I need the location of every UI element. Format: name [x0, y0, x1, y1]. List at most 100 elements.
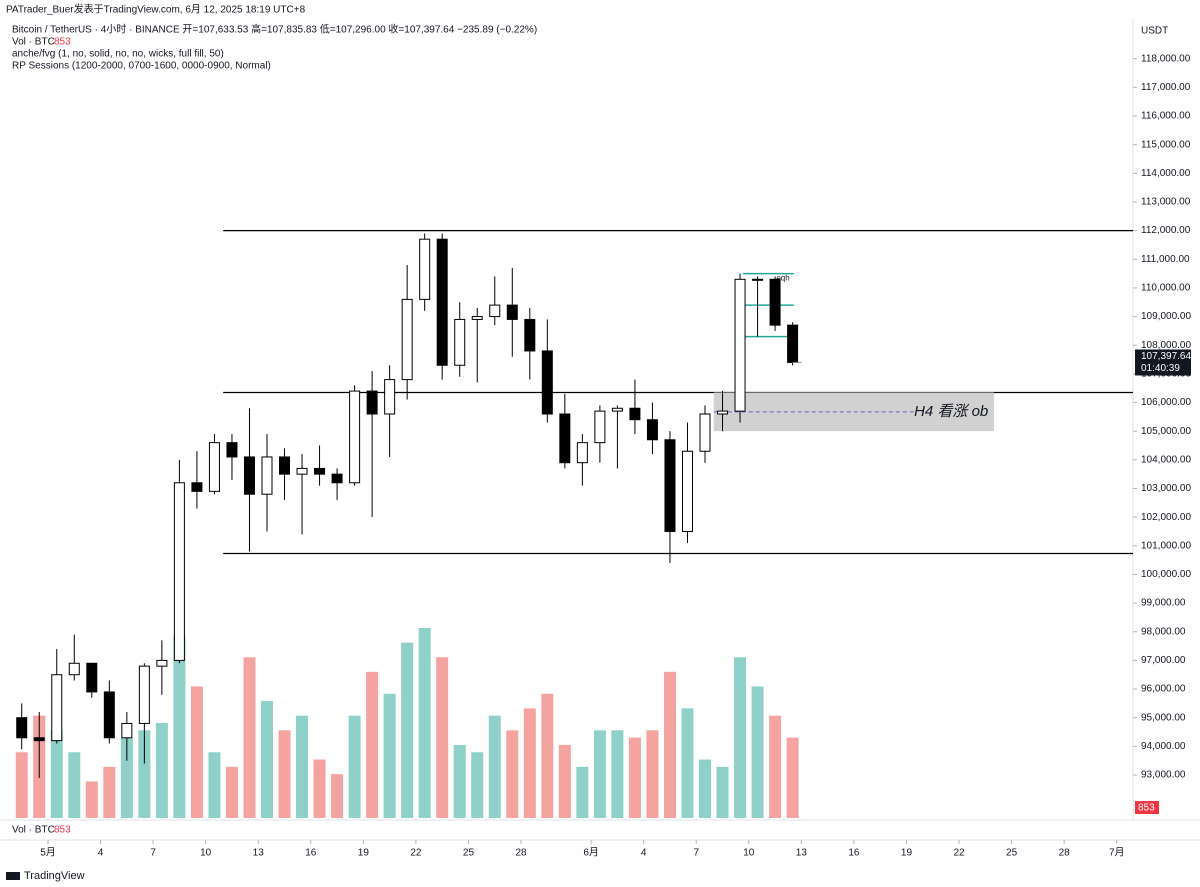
y-tick-label: 113,000.00: [1141, 197, 1191, 208]
y-tick-label: 114,000.00: [1141, 168, 1191, 179]
volume-bar: [734, 657, 747, 818]
candle-body: [787, 324, 799, 363]
volume-bar: [50, 730, 63, 818]
last-price-box: [1135, 349, 1191, 376]
indicator: RP Sessions (1200-2000, 0700-1600, 0000-…: [12, 61, 271, 72]
candle-body: [769, 278, 781, 326]
candle-body: [16, 717, 28, 739]
candle-body: [611, 407, 623, 412]
volume-bar: [663, 671, 676, 818]
volume-bar: [681, 708, 694, 818]
volume-bar: [313, 759, 326, 818]
x-tick-label: 25: [1006, 848, 1018, 859]
volume-bar: [401, 642, 414, 818]
volume-bar: [103, 766, 116, 818]
candle-body: [681, 450, 693, 532]
x-tick-label: 10: [200, 848, 212, 859]
volume-bar: [85, 781, 98, 818]
y-tick-label: 104,000.00: [1141, 454, 1191, 465]
candle-body: [664, 439, 676, 532]
x-tick-label: 10: [743, 848, 755, 859]
y-tick-label: 97,000.00: [1141, 655, 1186, 666]
y-tick-label: 118,000.00: [1141, 53, 1191, 64]
candle-body: [489, 304, 501, 318]
vol-value: 853: [54, 825, 71, 836]
x-tick-label: 13: [253, 848, 265, 859]
volume-bar: [628, 737, 641, 818]
volume-bar: [418, 628, 431, 818]
candle-body: [559, 413, 571, 464]
volume-bar: [190, 686, 203, 818]
candle-body: [699, 413, 711, 452]
volume-bar: [366, 671, 379, 818]
volume-bar: [296, 715, 309, 818]
x-tick-label: 28: [515, 848, 527, 859]
candle-body: [471, 316, 483, 320]
candle-body: [629, 407, 641, 421]
candle-body: [279, 456, 291, 475]
candle-body: [576, 442, 588, 464]
candle-body: [51, 674, 63, 742]
volume-bar: [558, 744, 571, 818]
volume-bar: [383, 693, 396, 818]
volume-bar: [120, 737, 133, 818]
x-tick-label: 6月: [583, 847, 599, 859]
volume-bar: [68, 752, 81, 818]
indicator: anche/fvg (1, no, solid, no, no, wicks, …: [12, 49, 224, 60]
x-tick-label: 25: [463, 848, 475, 859]
candle-body: [243, 456, 255, 495]
x-tick-label: 4: [98, 848, 104, 859]
volume-bar: [278, 730, 291, 818]
candle-body: [436, 238, 448, 366]
volume-bar: [523, 708, 536, 818]
vol-value: 853: [54, 37, 71, 48]
y-tick-label: 117,000.00: [1141, 82, 1191, 93]
candle-body: [594, 410, 606, 444]
candle-body: [734, 278, 746, 412]
candle-body: [419, 238, 431, 300]
candle-body: [331, 473, 343, 484]
volume-bar: [436, 657, 449, 818]
candle-body: [138, 665, 150, 724]
candle-body: [103, 691, 115, 739]
y-tick-label: 101,000.00: [1141, 540, 1191, 551]
source: PATrader_Buer发表于TradingView.com, 6月 12, …: [6, 3, 306, 16]
candle-body: [454, 318, 466, 366]
y-tick-label: 109,000.00: [1141, 311, 1191, 322]
volume-bar: [576, 766, 589, 818]
y-tick-label: 105,000.00: [1141, 426, 1191, 437]
candle-body: [752, 278, 764, 281]
x-tick-label: 7月: [1109, 847, 1125, 859]
volume-bar: [716, 766, 729, 818]
zone-label: H4 看涨 ob: [914, 403, 988, 420]
vol-label: Vol · BTC: [12, 825, 55, 836]
candle-body: [191, 482, 203, 492]
candle-body: [226, 442, 238, 458]
x-tick-label: 22: [410, 848, 422, 859]
candle-body: [33, 737, 45, 742]
y-tick-label: 116,000.00: [1141, 111, 1191, 122]
volume-box: [1135, 801, 1159, 814]
volume-bar: [15, 752, 28, 818]
candle-body: [156, 659, 168, 667]
volume-bar: [786, 737, 799, 818]
y-tick-label: 98,000.00: [1141, 626, 1186, 637]
currency: USDT: [1141, 26, 1168, 37]
y-tick-label: 103,000.00: [1141, 483, 1191, 494]
candle-body: [366, 390, 378, 415]
volume-bar: [243, 657, 256, 818]
candle-body: [68, 662, 80, 676]
x-tick-label: 4: [641, 848, 647, 859]
volume-bar: [611, 730, 624, 818]
volume-bar: [593, 730, 606, 818]
volume-bar: [155, 723, 168, 818]
y-tick-label: 99,000.00: [1141, 598, 1186, 609]
candle-body: [506, 304, 518, 320]
volume-bar: [541, 693, 554, 818]
y-tick-label: 102,000.00: [1141, 512, 1191, 523]
candle-body: [121, 722, 133, 739]
y-tick-label: 112,000.00: [1141, 225, 1191, 236]
x-tick-label: 28: [1059, 848, 1071, 859]
eqh-label: eqh: [776, 274, 789, 283]
volume-bar: [751, 686, 764, 818]
